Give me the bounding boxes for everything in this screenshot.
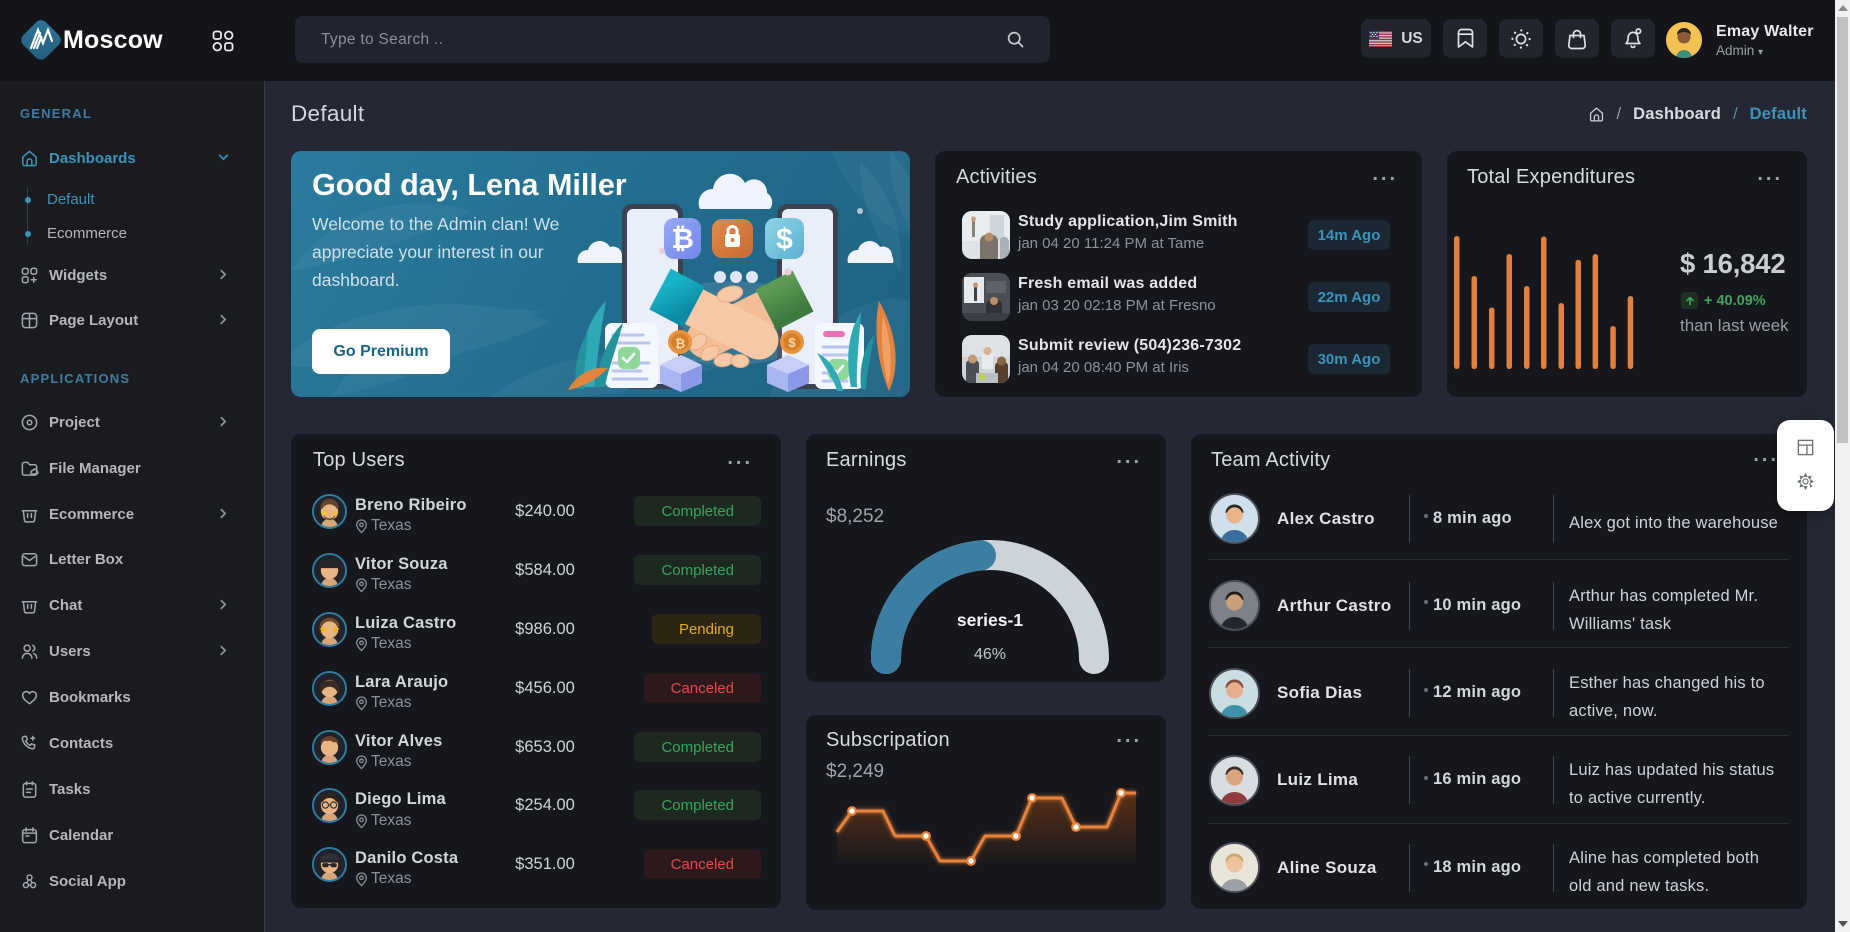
svg-text:₿: ₿ [675,336,686,351]
svg-text:46%: 46% [974,646,1006,663]
svg-text:$: $ [788,335,796,350]
svg-text:₿: ₿ [671,223,694,254]
svg-text:series-1: series-1 [957,610,1023,630]
svg-text:$: $ [776,223,793,256]
